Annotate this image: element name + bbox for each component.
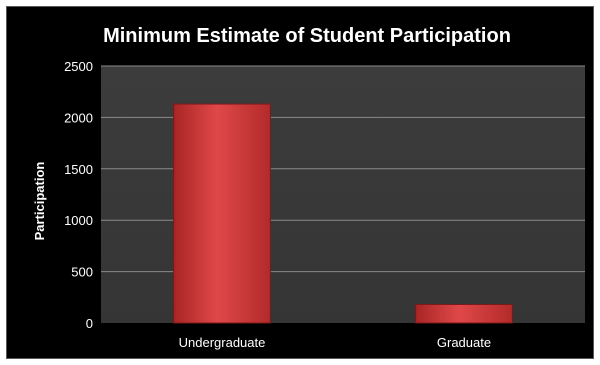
category-label: Undergraduate (179, 335, 266, 350)
bars (173, 103, 513, 324)
bar-undergraduate (173, 103, 271, 324)
bar-graduate (415, 303, 513, 324)
y-tick-label: 1500 (64, 162, 93, 177)
y-axis-label: Participation (32, 162, 47, 241)
chart-svg: Minimum Estimate of Student Participatio… (32, 25, 585, 350)
y-tick-label: 2000 (64, 110, 93, 125)
y-tick-label: 500 (71, 265, 93, 280)
y-tick-labels: 0 500 1000 1500 2000 2500 (64, 59, 93, 331)
chart-frame: Minimum Estimate of Student Participatio… (6, 6, 594, 359)
y-tick-label: 0 (86, 316, 93, 331)
chart-title: Minimum Estimate of Student Participatio… (103, 25, 511, 47)
category-labels: Undergraduate Graduate (179, 335, 491, 350)
y-tick-label: 2500 (64, 59, 93, 74)
y-tick-label: 1000 (64, 213, 93, 228)
category-label: Graduate (437, 335, 491, 350)
